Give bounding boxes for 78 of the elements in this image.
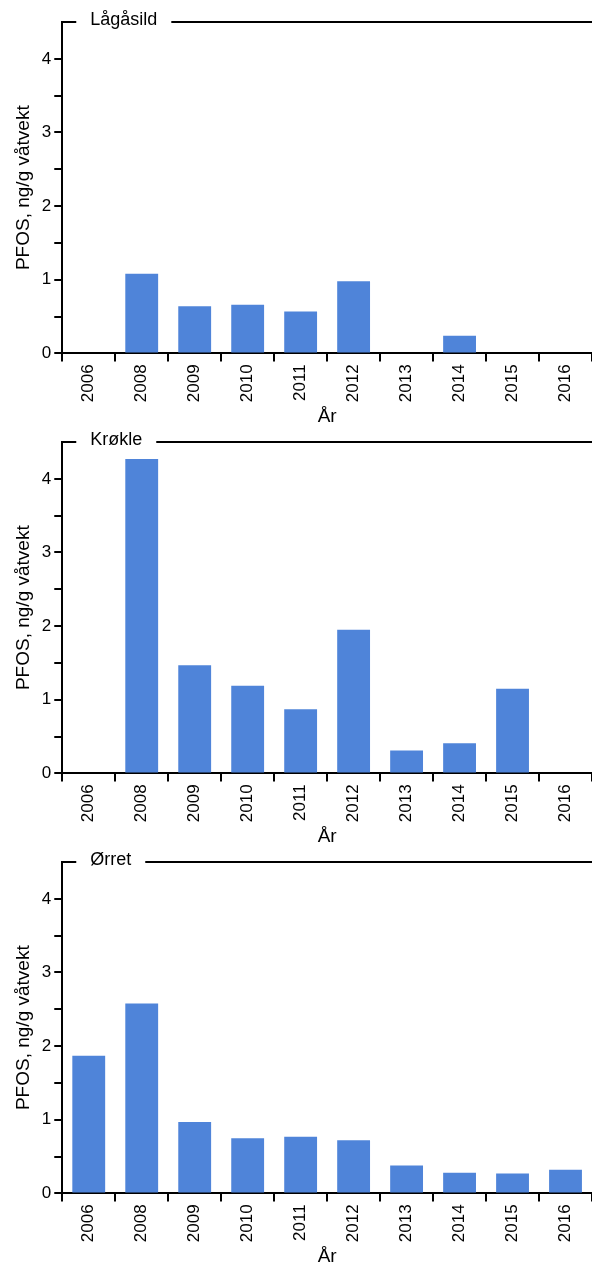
x-tick-label: 2011 <box>290 1204 310 1241</box>
y-tick-label: 1 <box>41 689 52 709</box>
x-tick-label: 2016 <box>555 1204 575 1243</box>
x-tick-label: 2013 <box>396 364 416 403</box>
y-tick-label: 0 <box>41 343 52 363</box>
x-axis-title: År <box>317 824 338 846</box>
y-tick-label: 1 <box>41 1109 52 1129</box>
x-tick-label: 2011 <box>290 784 310 821</box>
x-tick-label: 2009 <box>184 364 204 403</box>
bar <box>231 304 265 353</box>
chart-title: Lågåsild <box>90 8 158 29</box>
x-tick-label: 2006 <box>78 1204 98 1243</box>
x-tick-label: 2014 <box>449 1204 469 1243</box>
bar <box>125 273 159 353</box>
y-tick-label: 1 <box>41 269 52 289</box>
bar <box>231 1138 265 1193</box>
bar <box>337 1140 371 1193</box>
x-tick-label: 2011 <box>290 364 310 401</box>
bar <box>231 685 265 773</box>
y-tick-label: 3 <box>41 962 52 982</box>
y-tick-label: 2 <box>41 615 52 635</box>
x-tick-label: 2010 <box>237 1204 257 1243</box>
chart-title: Ørret <box>90 848 132 869</box>
bar <box>284 1136 318 1193</box>
y-tick-label: 4 <box>41 888 52 908</box>
y-axis-title: PFOS, ng/g våtvekt <box>11 524 33 691</box>
y-tick-label: 2 <box>41 195 52 215</box>
bar <box>284 709 318 773</box>
bar <box>125 1003 159 1193</box>
x-tick-label: 2014 <box>449 364 469 403</box>
y-tick-label: 4 <box>41 48 52 68</box>
x-tick-label: 2006 <box>78 364 98 403</box>
x-tick-label: 2016 <box>555 784 575 823</box>
x-axis-title: År <box>317 404 338 426</box>
bar <box>443 335 476 353</box>
chart-title: Krøkle <box>90 428 143 449</box>
y-axis-title: PFOS, ng/g våtvekt <box>11 104 33 271</box>
x-tick-label: 2006 <box>78 784 98 823</box>
x-tick-label: 2016 <box>555 364 575 403</box>
x-tick-label: 2013 <box>396 1204 416 1243</box>
x-tick-label: 2012 <box>343 784 363 823</box>
y-tick-label: 0 <box>41 1183 52 1203</box>
bar <box>178 1121 212 1193</box>
y-axis-title: PFOS, ng/g våtvekt <box>11 944 33 1111</box>
bar <box>496 1173 529 1193</box>
x-tick-label: 2008 <box>131 784 151 823</box>
bar <box>443 1172 476 1193</box>
x-tick-label: 2015 <box>502 1204 522 1243</box>
bar <box>178 665 212 773</box>
bar <box>337 629 371 773</box>
bar <box>178 306 212 353</box>
bar <box>337 281 371 353</box>
y-tick-label: 4 <box>41 468 52 488</box>
x-tick-label: 2008 <box>131 1204 151 1243</box>
bar <box>72 1055 106 1193</box>
x-tick-label: 2010 <box>237 784 257 823</box>
x-tick-label: 2010 <box>237 364 257 403</box>
bar <box>390 1165 424 1193</box>
bar <box>549 1169 582 1193</box>
bar <box>125 458 159 773</box>
x-tick-label: 2013 <box>396 784 416 823</box>
x-tick-label: 2012 <box>343 364 363 403</box>
bar <box>390 750 424 773</box>
x-tick-label: 2014 <box>449 784 469 823</box>
bar <box>443 743 476 773</box>
bar <box>284 311 318 353</box>
x-tick-label: 2015 <box>502 784 522 823</box>
y-tick-label: 3 <box>41 122 52 142</box>
y-tick-label: 0 <box>41 763 52 783</box>
x-axis-title: År <box>317 1244 338 1266</box>
y-tick-label: 2 <box>41 1035 52 1055</box>
x-tick-label: 2008 <box>131 364 151 403</box>
y-tick-label: 3 <box>41 542 52 562</box>
x-tick-label: 2012 <box>343 1204 363 1243</box>
x-tick-label: 2009 <box>184 784 204 823</box>
x-tick-label: 2015 <box>502 364 522 403</box>
bar <box>496 688 529 773</box>
x-tick-label: 2009 <box>184 1204 204 1243</box>
